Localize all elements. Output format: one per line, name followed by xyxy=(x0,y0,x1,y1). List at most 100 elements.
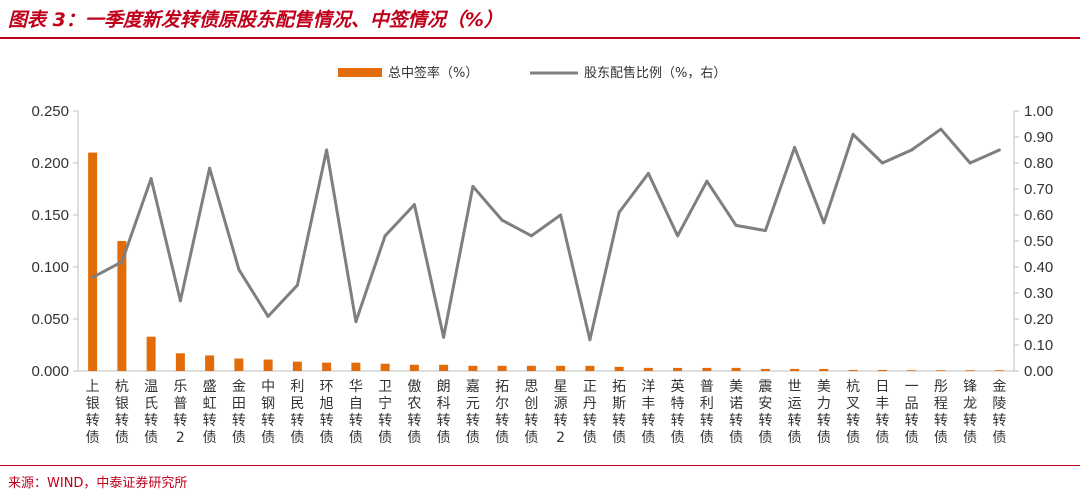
category-label: 拓斯转债 xyxy=(612,379,626,446)
chart-legend: 总中签率（%） 股东配售比例（%，右） xyxy=(338,65,726,81)
line-point xyxy=(149,177,153,181)
legend-bar-label: 总中签率（%） xyxy=(388,65,478,81)
bar-series xyxy=(88,152,1004,371)
figure-title: 图表 3：一季度新发转债原股东配售情况、中签情况（%） xyxy=(8,9,503,31)
legend-bar-swatch xyxy=(338,68,382,77)
line-point xyxy=(354,320,358,324)
bar xyxy=(380,363,390,371)
line-point xyxy=(325,148,329,152)
category-label: 彤程转债 xyxy=(934,379,948,446)
line-point xyxy=(383,234,387,238)
bar xyxy=(526,365,536,371)
title-divider xyxy=(0,37,1080,39)
right-tick-label: 0.40 xyxy=(1024,259,1053,276)
right-tick-label: 0.50 xyxy=(1024,233,1053,250)
bar xyxy=(994,370,1004,371)
source-note: 来源：WIND，中泰证券研究所 xyxy=(8,476,188,491)
line-point xyxy=(793,145,797,149)
bar xyxy=(351,362,361,371)
legend-line-label: 股东配售比例（%，右） xyxy=(584,65,726,81)
line-point xyxy=(412,203,416,207)
line-point xyxy=(880,161,884,165)
line-point xyxy=(529,234,533,238)
category-label: 傲农转债 xyxy=(407,379,421,446)
bar xyxy=(234,358,244,371)
line-point xyxy=(910,148,914,152)
line-point xyxy=(939,127,943,131)
right-tick-label: 0.30 xyxy=(1024,285,1053,302)
source-divider xyxy=(0,465,1080,466)
line-point xyxy=(178,299,182,303)
right-tick-label: 0.60 xyxy=(1024,207,1053,224)
line-point xyxy=(442,335,446,339)
left-tick-label: 0.050 xyxy=(31,311,69,328)
bar xyxy=(848,369,858,371)
series-line xyxy=(91,127,1001,342)
left-tick-label: 0.250 xyxy=(31,103,69,120)
bar xyxy=(702,367,712,371)
bar xyxy=(819,368,829,371)
line-point xyxy=(997,148,1001,152)
category-label: 星源转 2 xyxy=(554,379,568,446)
right-tick-label: 0.00 xyxy=(1024,363,1053,380)
category-labels: 上银转债 杭银转债 温氏转债 乐普转 2 盛虹转债 金田转债 中钢转债 利民转债 环旭转债 华自转债… xyxy=(86,378,1007,446)
line-series xyxy=(91,127,1001,342)
bar xyxy=(673,367,683,371)
bar xyxy=(936,370,946,371)
bar xyxy=(409,364,419,371)
category-label: 嘉元转债 xyxy=(466,379,480,446)
left-tick-label: 0.100 xyxy=(31,259,69,276)
bar xyxy=(790,368,800,371)
right-tick-label: 0.70 xyxy=(1024,181,1053,198)
right-tick-label: 0.80 xyxy=(1024,155,1053,172)
line-point xyxy=(851,132,855,136)
line-point xyxy=(295,283,299,287)
bar xyxy=(497,365,507,371)
bar xyxy=(556,365,566,371)
bar xyxy=(263,359,273,371)
category-label: 世运转债 xyxy=(788,379,802,446)
chart: 总中签率（%） 股东配售比例（%，右） 0.0000.0500.1000.1500… xyxy=(31,65,1053,446)
bar xyxy=(731,367,741,371)
line-point xyxy=(208,166,212,170)
category-label: 正丹转债 xyxy=(583,379,597,446)
category-label: 美力转债 xyxy=(817,379,831,446)
line-point xyxy=(120,260,124,264)
category-label: 洋丰转债 xyxy=(641,379,655,446)
right-tick-label: 0.20 xyxy=(1024,311,1053,328)
category-label: 杭银转债 xyxy=(115,379,129,446)
category-label: 锋龙转债 xyxy=(963,379,977,446)
line-point xyxy=(617,210,621,214)
line-point xyxy=(968,161,972,165)
category-label: 卫宁转债 xyxy=(378,379,392,446)
bar xyxy=(965,370,975,371)
left-tick-label: 0.200 xyxy=(31,155,69,172)
bar xyxy=(117,241,127,371)
category-label: 普利转债 xyxy=(700,379,714,446)
right-tick-label: 0.90 xyxy=(1024,129,1053,146)
line-point xyxy=(237,268,241,272)
line-point xyxy=(822,221,826,225)
category-label: 金陵转债 xyxy=(992,379,1006,446)
category-label: 拓尔转债 xyxy=(495,379,509,446)
category-label: 金田转债 xyxy=(232,379,246,446)
category-label: 环旭转债 xyxy=(320,379,334,446)
line-point xyxy=(734,223,738,227)
bar xyxy=(614,366,624,371)
bar xyxy=(175,353,185,371)
right-tick-label: 1.00 xyxy=(1024,103,1053,120)
bar xyxy=(439,364,449,371)
bar xyxy=(877,369,887,371)
line-point xyxy=(500,218,504,222)
bar xyxy=(88,152,98,371)
line-point xyxy=(266,314,270,318)
left-tick-label: 0.000 xyxy=(31,363,69,380)
category-label: 盛虹转债 xyxy=(203,379,217,446)
category-label: 华自转债 xyxy=(349,379,363,446)
bar xyxy=(322,362,332,371)
category-label: 杭叉转债 xyxy=(846,379,860,446)
category-label: 震安转债 xyxy=(758,379,772,446)
category-label: 英特转债 xyxy=(671,378,685,446)
category-label: 中钢转债 xyxy=(261,379,275,446)
line-point xyxy=(705,179,709,183)
